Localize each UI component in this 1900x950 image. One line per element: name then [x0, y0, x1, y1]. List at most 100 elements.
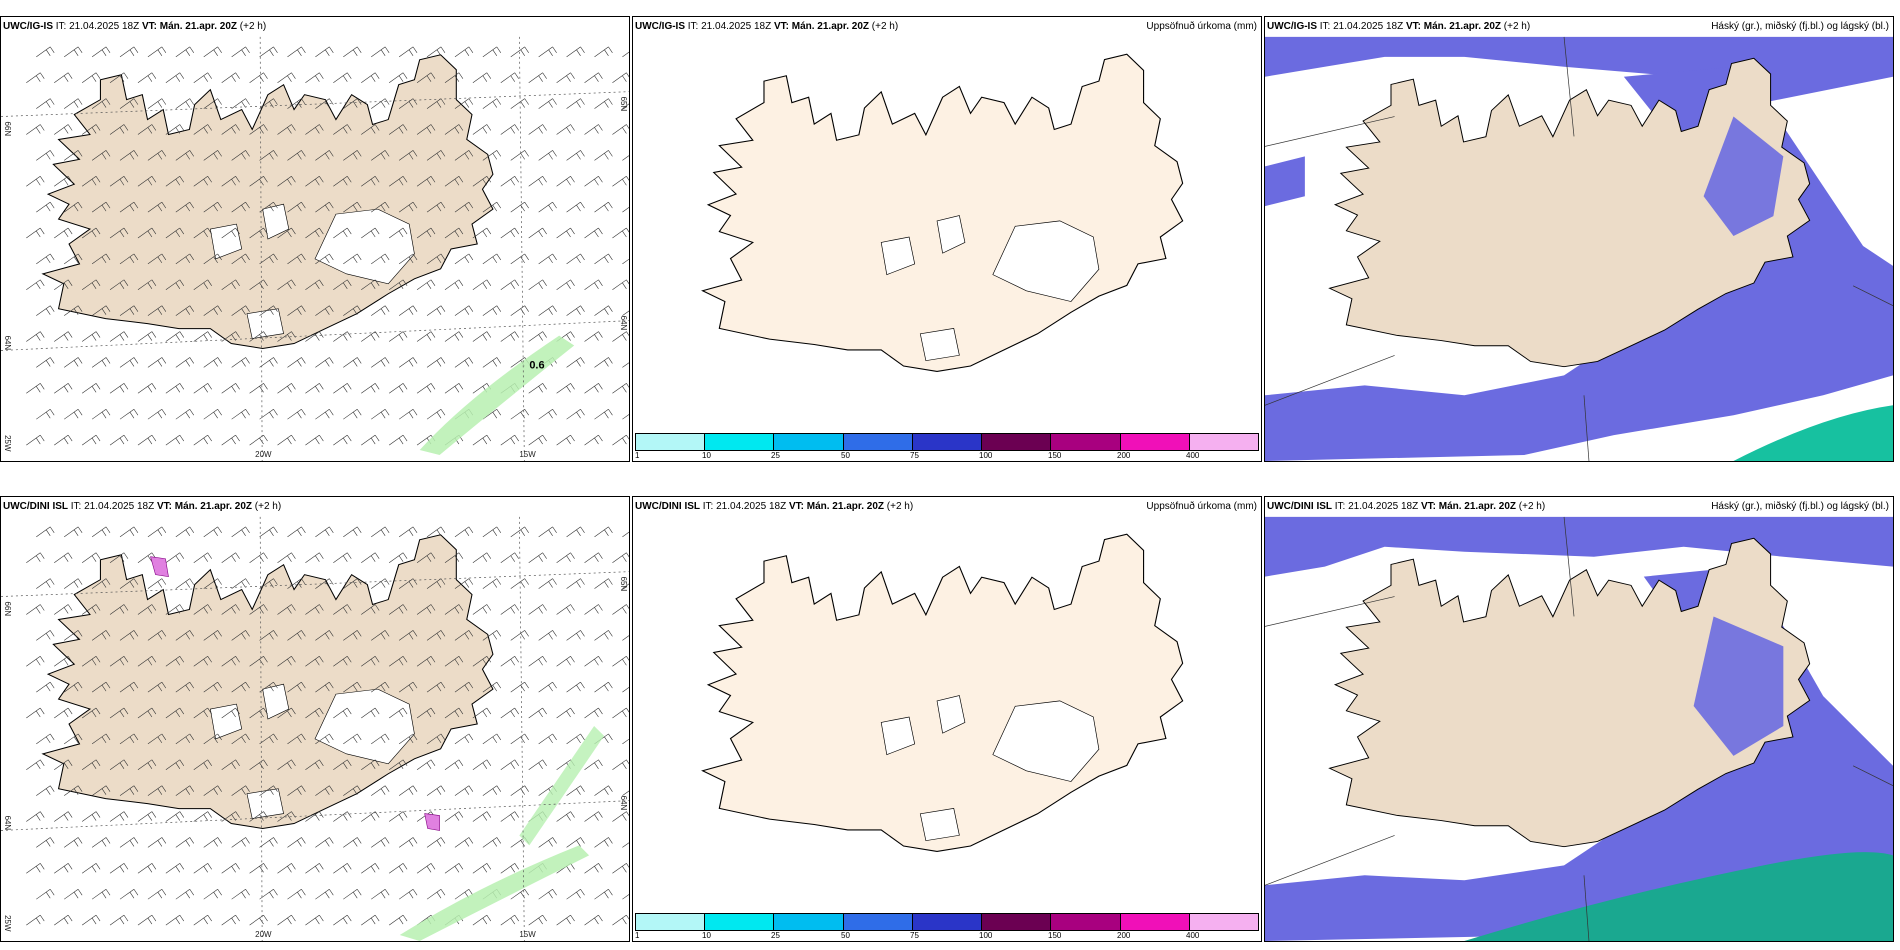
- wind-barb: [287, 733, 306, 745]
- lon-label: 15W: [519, 450, 536, 459]
- wind-barb: [528, 383, 547, 394]
- wind-barb: [426, 305, 446, 316]
- wind-barb: [287, 888, 306, 900]
- wind-barb: [54, 914, 73, 926]
- lat-label-right: 64N: [619, 316, 628, 331]
- wind-barb: [277, 124, 296, 135]
- wind-barb: [175, 305, 195, 316]
- wind-barb: [165, 383, 185, 394]
- wind-barb: [333, 383, 352, 394]
- lat-label: 64N: [3, 816, 12, 831]
- wind-barb: [416, 707, 436, 719]
- wind-barb: [371, 785, 390, 796]
- wind-barb: [81, 604, 101, 615]
- wind-map: 0.6 20W 15W 66N 64N 25W 65N 64N: [1, 36, 629, 461]
- wind-barb: [91, 526, 111, 538]
- wind-barb: [147, 150, 167, 161]
- cloud-map: [1265, 516, 1893, 941]
- wind-barb: [119, 630, 139, 641]
- wind-barb: [81, 124, 101, 135]
- wind-barb: [343, 408, 362, 420]
- wind-barb: [343, 526, 362, 538]
- wind-barb: [64, 357, 83, 368]
- wind-barb: [612, 656, 629, 667]
- wind-barb: [500, 124, 519, 135]
- wind-barb: [594, 357, 613, 368]
- colorbar-tick: 10: [702, 451, 711, 460]
- wind-barb: [528, 656, 547, 667]
- wind-barb: [315, 578, 334, 589]
- wind-barb: [398, 46, 418, 58]
- wind-barb: [500, 811, 519, 822]
- wind-barb: [556, 604, 575, 615]
- wind-barb: [231, 357, 250, 368]
- wind-barb: [416, 72, 436, 83]
- wind-barb: [287, 357, 306, 368]
- wind-barb: [26, 176, 45, 187]
- wind-barb: [426, 578, 446, 589]
- wind-barb: [333, 759, 352, 771]
- wind-barb: [193, 914, 212, 926]
- colorbar-tick: 100: [979, 451, 993, 460]
- wind-barb: [36, 253, 55, 265]
- wind-barb: [361, 914, 380, 926]
- wind-barb: [249, 656, 268, 667]
- wind-barb: [444, 176, 464, 187]
- wind-barb: [119, 357, 139, 368]
- wind-barb: [444, 707, 464, 719]
- wind-barb: [26, 124, 45, 135]
- wind-barb: [622, 531, 629, 538]
- wind-barb: [109, 383, 129, 394]
- wind-barb: [566, 357, 585, 368]
- wind-barb: [249, 811, 268, 822]
- wind-barb: [472, 863, 492, 874]
- wind-barb: [147, 630, 167, 641]
- wind-barb: [26, 227, 45, 239]
- wind-barb: [259, 837, 278, 848]
- wind-barb: [305, 227, 324, 239]
- wind-barb: [54, 434, 73, 446]
- wind-barb: [416, 552, 436, 563]
- wind-barb: [333, 914, 352, 926]
- panel-field-name: Uppsöfnuð úrkoma (mm): [1146, 21, 1257, 32]
- wind-barb: [231, 888, 250, 900]
- wind-barb: [343, 888, 362, 900]
- wind-barb: [305, 279, 324, 291]
- wind-barb: [622, 51, 629, 58]
- wind-barb: [454, 733, 474, 745]
- wind-barb: [444, 383, 464, 394]
- wind-barb: [165, 124, 185, 135]
- wind-barb: [249, 552, 268, 563]
- wind-barb: [388, 914, 408, 926]
- wind-barb: [315, 408, 334, 420]
- wind-barb: [584, 863, 603, 874]
- wind-barb: [454, 98, 474, 109]
- wind-barb: [454, 357, 474, 368]
- wind-barb: [398, 253, 418, 265]
- wind-barb: [203, 46, 222, 58]
- colorbar-tick: 1: [635, 451, 640, 460]
- wind-barb: [81, 227, 101, 239]
- wind-barb: [305, 72, 324, 83]
- wind-barb: [510, 785, 529, 796]
- wind-barb: [500, 656, 519, 667]
- wind-barb: [36, 630, 55, 641]
- wind-barb: [109, 552, 129, 563]
- wind-barb: [221, 914, 240, 926]
- wind-barb: [388, 656, 408, 667]
- wind-barb: [277, 176, 296, 187]
- wind-barb: [36, 526, 55, 538]
- wind-barb: [416, 227, 436, 239]
- wind-barb: [500, 434, 519, 446]
- wind-barb: [109, 279, 129, 291]
- wind-barb: [175, 46, 195, 58]
- wind-barb: [231, 408, 250, 420]
- vt-label: VT:: [773, 21, 789, 32]
- wind-barb: [221, 279, 240, 291]
- wind-barb: [249, 434, 268, 446]
- wind-barb: [231, 785, 250, 796]
- wind-barb: [305, 124, 324, 135]
- colorbar-tick: 200: [1117, 931, 1131, 940]
- wind-barb: [361, 759, 380, 771]
- wind-barb: [203, 733, 222, 745]
